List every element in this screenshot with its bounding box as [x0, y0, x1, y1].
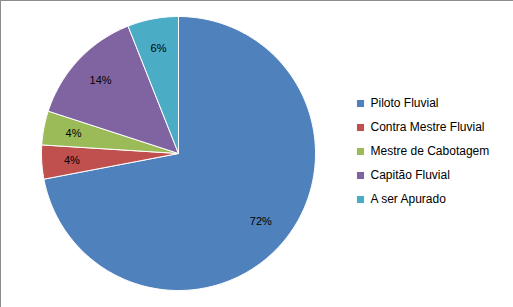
svg-text:4%: 4%	[66, 127, 82, 139]
svg-text:6%: 6%	[151, 42, 167, 54]
svg-text:Capitão Fluvial: Capitão Fluvial	[371, 168, 450, 182]
svg-text:Contra Mestre Fluvial: Contra Mestre Fluvial	[371, 120, 485, 134]
svg-text:72%: 72%	[250, 215, 272, 227]
svg-text:Mestre de Cabotagem: Mestre de Cabotagem	[371, 144, 490, 158]
svg-text:14%: 14%	[90, 74, 112, 86]
svg-text:4%: 4%	[64, 154, 80, 166]
svg-text:A ser Apurado: A ser Apurado	[371, 192, 447, 206]
svg-text:Piloto Fluvial: Piloto Fluvial	[371, 96, 439, 110]
